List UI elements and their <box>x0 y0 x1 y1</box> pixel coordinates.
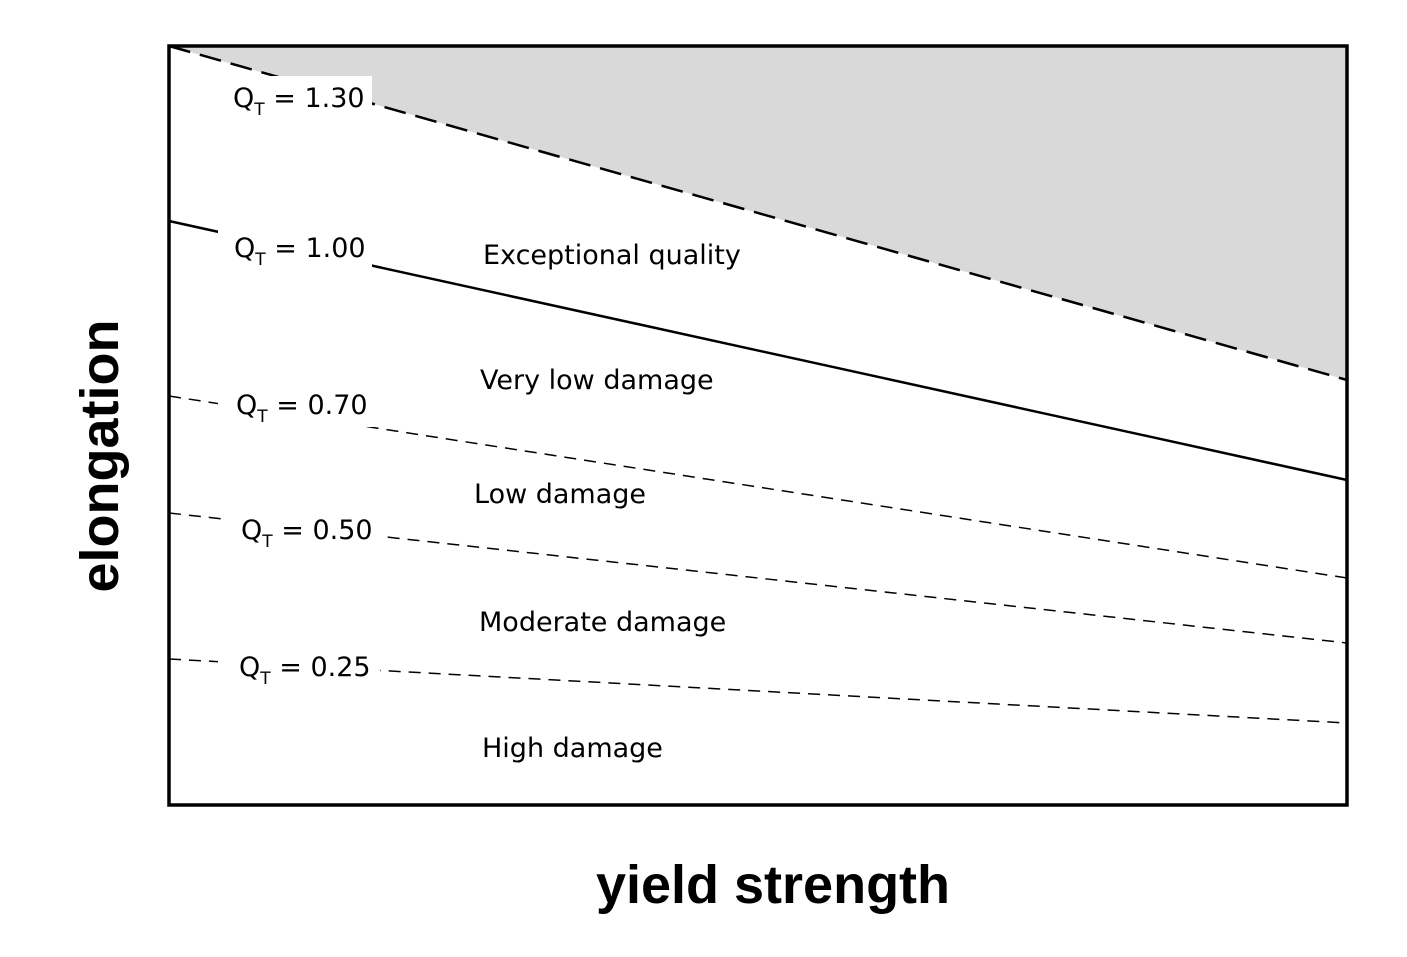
label-bg <box>218 385 375 427</box>
subscript: T <box>256 407 268 427</box>
curve-0-50 <box>168 512 1348 644</box>
curve-label: QT = 0.50 <box>241 515 373 552</box>
subscript: T <box>259 669 271 689</box>
x-axis-label: yield strength <box>596 855 950 915</box>
symbol: Q <box>236 390 257 421</box>
symbol: Q <box>233 83 254 114</box>
symbol: Q <box>234 233 255 264</box>
subscript: T <box>254 250 266 270</box>
value: = 1.00 <box>266 233 366 264</box>
region-label: Exceptional quality <box>483 240 741 271</box>
region-label: High damage <box>482 733 663 764</box>
curve-label: QT = 0.25 <box>239 652 371 689</box>
label-bg <box>218 76 372 118</box>
region-label: Low damage <box>474 479 646 510</box>
curve-label: QT = 0.70 <box>236 390 368 427</box>
region-label: Moderate damage <box>479 607 726 638</box>
subscript: T <box>261 532 273 552</box>
value: = 0.50 <box>273 515 373 546</box>
region-label: Very low damage <box>480 365 714 396</box>
frame <box>167 44 1349 807</box>
symbol: Q <box>241 515 262 546</box>
label-bg <box>218 226 372 268</box>
subscript: T <box>253 100 265 120</box>
value: = 0.25 <box>271 652 371 683</box>
symbol: Q <box>239 652 260 683</box>
value: = 1.30 <box>265 83 365 114</box>
curve-label: QT = 1.00 <box>234 233 366 270</box>
curve-label: QT = 1.30 <box>233 83 365 120</box>
y-axis-label: elongation <box>70 320 130 593</box>
label-bg <box>218 646 380 688</box>
curve-0-25 <box>168 658 1348 724</box>
value: = 0.70 <box>268 390 368 421</box>
label-bg <box>225 508 380 550</box>
